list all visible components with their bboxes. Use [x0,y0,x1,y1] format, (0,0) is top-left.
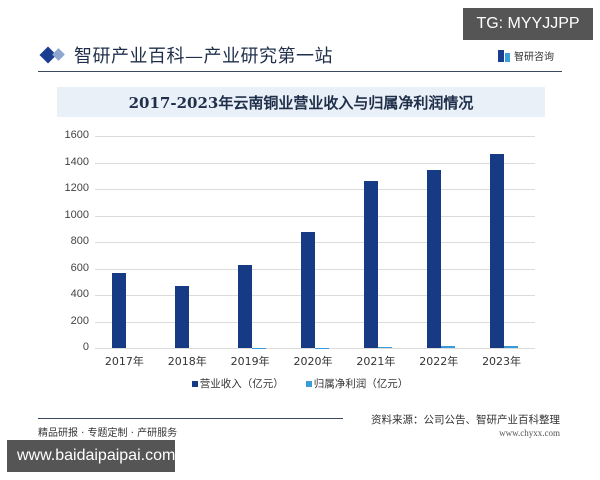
diamond-accent-icon [52,48,65,61]
tg-watermark-badge: TG: MYYJJPP [463,8,593,40]
bar-net-profit [377,346,392,348]
bar-revenue [175,286,190,348]
legend-item-revenue: 营业收入（亿元） [191,376,284,391]
footer-source: 资料来源：公司公告、智研产业百科整理 [371,414,560,426]
legend-label-revenue: 营业收入（亿元） [199,378,284,390]
bar-revenue [112,273,127,348]
footer-url: www.chyxx.com [499,428,560,438]
url-watermark-badge: www.baidaipaipai.com [7,440,175,472]
page-header: 智研产业百科—产业研究第一站 智研咨询 [38,40,562,72]
legend: 营业收入（亿元） 归属净利润（亿元） [0,376,600,391]
y-tick-label: 400 [70,288,89,300]
brand-name: 智研咨询 [514,52,554,63]
bar-net-profit [503,346,518,348]
legend-item-net-profit: 归属净利润（亿元） [305,376,409,391]
y-tick-label: 0 [82,341,89,353]
y-tick-label: 1600 [64,129,89,141]
x-tick-label: 2019年 [230,355,270,368]
bar-net-profit [440,346,455,348]
bar-group [347,136,409,348]
header-title: 智研产业百科—产业研究第一站 [74,46,333,67]
legend-swatch-net-profit [305,380,312,387]
y-tick-label: 1200 [64,182,89,194]
brand-logo-icon [498,49,510,62]
x-tick-label: 2018年 [167,355,207,368]
bar-group [221,136,283,348]
x-tick-label: 2020年 [293,355,333,368]
gridline [95,136,535,137]
legend-label-net-profit: 归属净利润（亿元） [313,378,409,390]
bar-revenue [238,265,253,348]
footer-services: 精品研报 · 专题定制 · 产研服务 [38,428,178,439]
x-tick-label: 2022年 [419,355,459,368]
chart-title: 2017-2023年云南铜业营业收入与归属净利润情况 [128,94,474,112]
y-tick-label: 800 [70,235,89,247]
bar-revenue [489,154,504,348]
gridline [95,189,535,190]
y-tick-label: 200 [70,314,89,327]
bar-group [284,136,346,348]
footer-divider [38,418,343,419]
bar-revenue [426,170,441,348]
bar-group [473,136,535,348]
gridline [95,162,535,164]
x-tick-label: 2021年 [356,355,396,368]
brand-logo: 智研咨询 [498,48,554,63]
x-tick-label: 2023年 [482,355,522,368]
bar-revenue [363,181,378,348]
x-tick-label: 2017年 [104,355,144,368]
bar-group [95,136,157,348]
y-tick-label: 600 [70,261,89,274]
gridline [95,348,535,349]
plot-area [95,136,535,349]
gridline [95,242,535,243]
y-tick-label: 1400 [64,155,89,168]
bar-net-profit [315,347,329,348]
bar-revenue [301,231,315,348]
legend-swatch-revenue [191,380,198,387]
y-tick-label: 1000 [64,208,89,221]
bar-group [410,136,472,348]
gridline [95,295,535,296]
gridline [95,268,535,270]
bar-group [158,136,220,348]
gridline [95,215,535,217]
gridline [95,321,535,323]
chart-title-bar: 2017-2023年云南铜业营业收入与归属净利润情况 [57,87,545,117]
